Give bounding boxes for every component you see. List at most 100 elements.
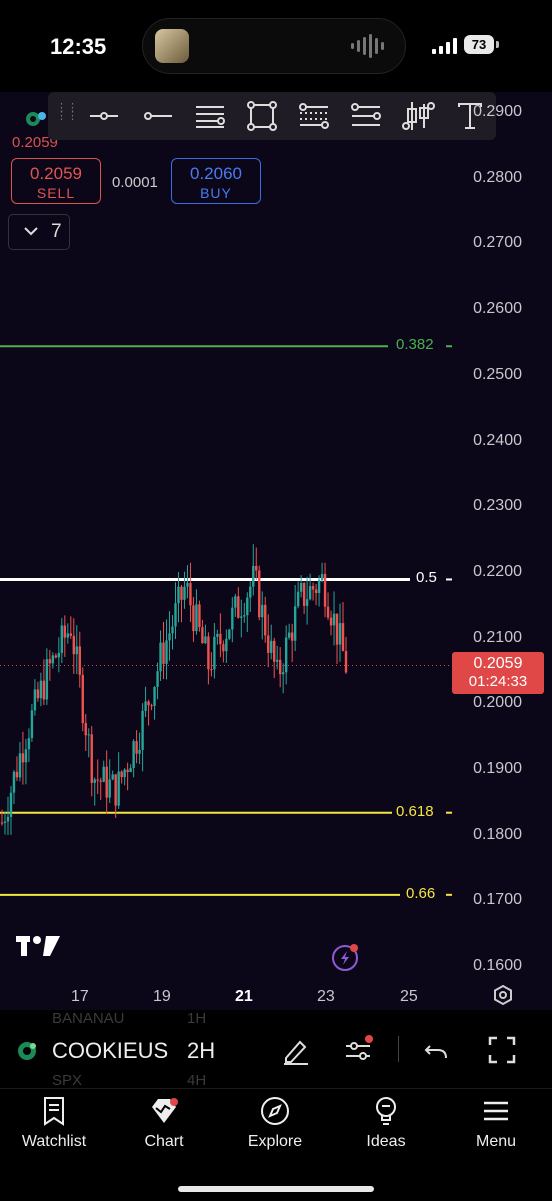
candle-body [311,586,315,590]
candle-body [267,635,270,653]
buy-button[interactable]: 0.2060 BUY [171,158,261,204]
candle-body [225,638,228,652]
lightbulb-icon [376,1097,396,1125]
candle-body [341,623,345,651]
candle-body [183,586,186,600]
candle-body [15,771,19,778]
symbol-selector[interactable]: COOKIEUS [52,1038,169,1063]
candle-body [210,669,213,671]
candle-body [237,596,240,618]
price-axis-label: 0.2800 [473,168,522,186]
symbol-logo-icon [18,1042,36,1060]
candle-body [284,637,288,673]
candles-icon[interactable] [400,98,436,134]
symbol-logo-icon [26,112,46,126]
price-axis-label: 0.1600 [473,957,522,975]
tab-chart[interactable]: Chart [114,1095,214,1155]
candle-body [189,583,192,606]
fib-extension-icon[interactable] [348,98,384,134]
current-price-tag: 0.2059 01:24:33 [452,652,544,694]
candle-body [329,617,333,626]
candle-body [270,640,273,653]
candle-body [335,613,339,645]
price-axis-label: 0.2000 [473,694,522,712]
date-axis-label: 19 [153,988,171,1005]
tab-watchlist[interactable]: Watchlist [4,1095,104,1155]
text-tool-icon[interactable] [452,98,488,134]
date-axis-label: 25 [400,988,418,1005]
home-indicator[interactable] [178,1186,374,1192]
candle-body [246,597,249,616]
fib-retracement-icon[interactable] [296,98,332,134]
candle-body [162,642,165,664]
bottom-tab-bar: Watchlist Chart Explore Ideas Menu [0,1088,552,1201]
candle-body [287,632,291,638]
candle-body [18,753,22,778]
ray-icon[interactable] [140,98,176,134]
candle-body [168,633,171,641]
interval-selector[interactable]: 2H [187,1038,216,1063]
drag-handle-icon[interactable]: ⋮⋮ ⋮⋮ [56,102,78,122]
indicators-collapse-button[interactable]: 7 [8,214,70,250]
candle-body [273,640,276,662]
chart-settings-icon[interactable] [492,984,514,1006]
sell-button[interactable]: 0.2059 SELL [11,158,101,204]
candle-body [48,659,52,664]
indicators-count: 7 [51,221,62,242]
toolbar-separator [398,1036,399,1062]
candle-body [3,821,7,823]
candle-body [30,710,34,738]
candlestick-chart[interactable] [0,92,552,1010]
candle-body [90,734,93,783]
candle-body [308,586,312,600]
indicators-icon[interactable] [342,1034,374,1066]
candle-body [204,636,207,644]
candle-body [186,583,189,587]
horizontal-ray-icon[interactable] [86,98,122,134]
price-axis-label: 0.2700 [473,234,522,252]
ghost-symbol-bottom: SPX [52,1072,83,1089]
rectangle-icon[interactable] [244,98,280,134]
candle-body [261,604,264,618]
cellular-signal-icon [432,38,457,54]
tab-explore[interactable]: Explore [225,1095,325,1155]
candle-body [338,623,342,645]
candle-body [138,749,141,754]
candle-body [93,779,96,783]
undo-icon[interactable] [420,1034,452,1066]
chart-area[interactable]: 0.2059 ⋮⋮ ⋮⋮ 0.2059 SELL 0.0001 [0,92,552,1010]
parallel-channel-icon[interactable] [192,98,228,134]
tab-ideas[interactable]: Ideas [336,1095,436,1155]
candle-body [344,650,348,673]
candle-body [51,655,55,664]
drawing-toolbar: ⋮⋮ ⋮⋮ [48,92,496,140]
candle-body [63,625,67,638]
candle-body [123,769,126,778]
lightning-alert-icon[interactable] [330,942,360,972]
dynamic-island[interactable] [142,18,406,74]
candle-body [87,734,90,736]
price-axis-label: 0.2500 [473,365,522,383]
candle-body [258,570,261,618]
symbol-toolbar: BANANAU 1H SPX 4H COOKIEUS 2H [0,1010,552,1089]
candle-body [332,613,336,626]
fullscreen-icon[interactable] [486,1034,518,1066]
price-axis-label: 0.1900 [473,760,522,777]
tradingview-logo-icon[interactable] [16,934,60,958]
candle-body [45,659,49,700]
candle-body [305,599,309,606]
date-axis-label: 17 [71,988,89,1005]
battery-tip [496,41,499,48]
candle-body [126,769,129,773]
candle-body [42,680,46,700]
price-axis-label: 0.2600 [473,300,522,318]
candle-body [249,586,252,598]
candle-body [180,586,183,600]
candle-body [66,633,70,638]
tab-menu[interactable]: Menu [446,1095,546,1155]
candle-body [243,615,246,617]
pen-drawing-icon[interactable] [280,1034,312,1066]
candle-body [111,774,114,780]
candle-body [278,659,282,675]
fib-level-label: 0.66 [406,884,436,902]
